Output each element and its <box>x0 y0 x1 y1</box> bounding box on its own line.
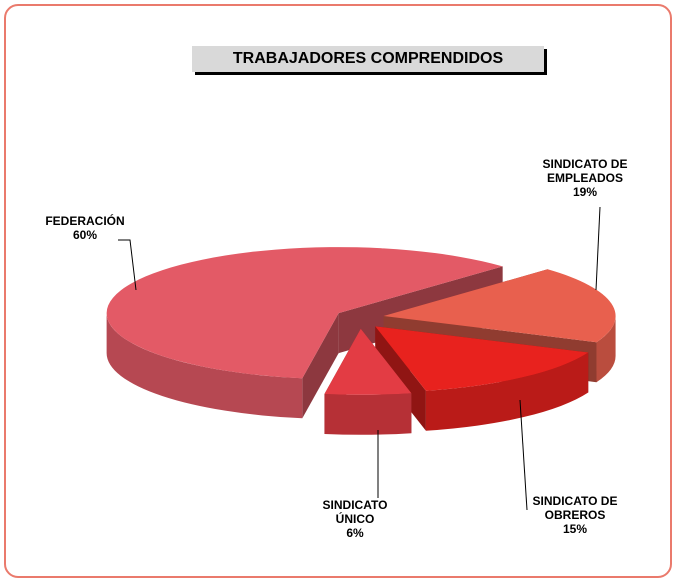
value-label: 19% <box>572 185 598 199</box>
slice-side <box>302 313 339 419</box>
slice <box>383 269 616 343</box>
category-label: FEDERACIÓN <box>45 214 125 228</box>
slice-side <box>375 326 426 431</box>
category-label: SINDICATO DE OBREROS <box>532 494 618 522</box>
chart-title: TRABAJADORES COMPRENDIDOS <box>192 46 544 72</box>
leader-line <box>595 206 601 291</box>
slice-rim <box>324 393 412 435</box>
value-label: 60% <box>72 228 98 242</box>
leader-line <box>118 239 137 291</box>
slice <box>324 328 412 395</box>
leader-line <box>519 399 528 511</box>
slice-rim <box>106 313 303 419</box>
slice-rim <box>596 315 616 383</box>
chart-frame <box>4 4 672 578</box>
category-label: SINDICATO ÚNICO <box>322 498 388 526</box>
data-label: SINDICATO DE EMPLEADOS 19% <box>525 157 645 199</box>
category-label: SINDICATO DE EMPLEADOS <box>542 157 628 185</box>
value-label: 15% <box>562 522 588 536</box>
data-label: SINDICATO ÚNICO 6% <box>310 498 400 540</box>
slice <box>375 326 589 391</box>
slice <box>106 247 503 379</box>
value-label: 6% <box>346 526 364 540</box>
data-label: SINDICATO DE OBREROS 15% <box>520 494 630 536</box>
slice-rim <box>425 352 589 431</box>
data-label: FEDERACIÓN 60% <box>30 214 140 242</box>
